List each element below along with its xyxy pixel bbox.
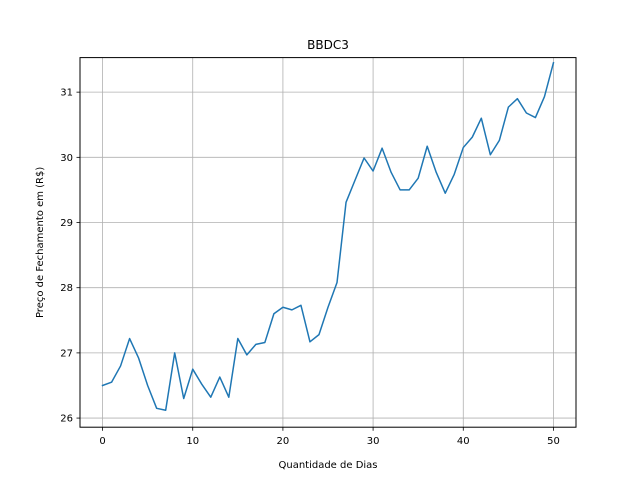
y-axis-ticks: 26 27 28 29 30 31 — [60, 88, 80, 425]
y-tick-label: 31 — [60, 88, 73, 99]
chart-title: BBDC3 — [307, 38, 349, 52]
y-tick-label: 30 — [60, 153, 73, 164]
y-axis-label: Preço de Fechamento em (R$) — [35, 167, 46, 318]
y-tick-label: 26 — [60, 414, 73, 425]
x-axis-label: Quantidade de Dias — [278, 460, 377, 471]
x-tick-label: 30 — [367, 436, 380, 447]
x-tick-label: 40 — [457, 436, 470, 447]
y-tick-label: 29 — [60, 218, 73, 229]
x-tick-label: 50 — [547, 436, 560, 447]
x-axis-ticks: 0 10 20 30 40 50 — [99, 427, 560, 447]
series-layer — [101, 61, 555, 411]
grid-lines — [80, 57, 576, 428]
y-tick-label: 27 — [60, 348, 73, 359]
x-tick-label: 10 — [186, 436, 199, 447]
x-tick-label: 20 — [277, 436, 290, 447]
series-line — [101, 61, 555, 411]
plot-frame — [79, 57, 577, 428]
x-tick-label: 0 — [99, 436, 105, 447]
y-tick-label: 28 — [60, 283, 73, 294]
